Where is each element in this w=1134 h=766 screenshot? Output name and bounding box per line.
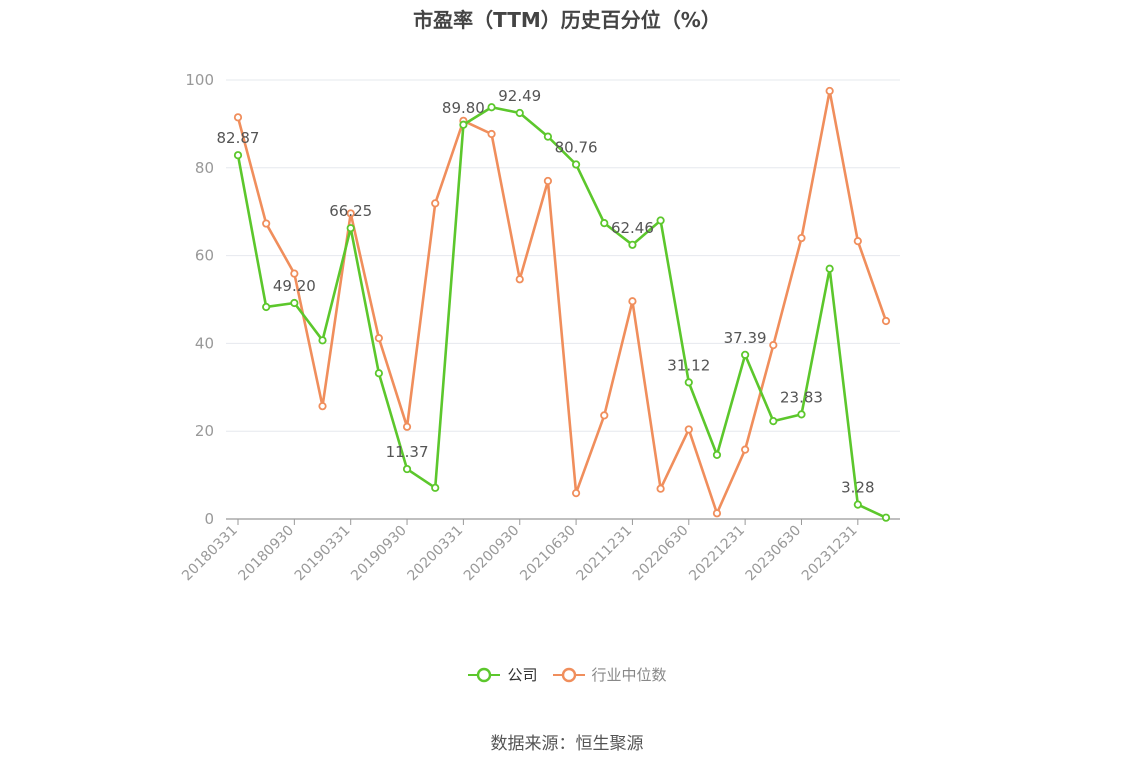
data-label-20180930: 49.20 xyxy=(273,277,316,295)
industry-point-20210930 xyxy=(600,411,609,420)
y-tick-label-80: 80 xyxy=(195,159,214,177)
x-tick-label-20210630: 20210630 xyxy=(517,523,579,585)
industry-point-20220331 xyxy=(656,484,665,493)
x-tick-label-20180930: 20180930 xyxy=(235,523,297,585)
company-point-20201231 xyxy=(543,132,553,141)
data-labels: 82.87 49.20 66.25 11.37 89.80 92.49 80.76 62.46… xyxy=(217,87,875,497)
y-tick-label-20: 20 xyxy=(195,422,214,440)
data-label-20190930: 11.37 xyxy=(386,443,429,461)
series-line-company xyxy=(236,105,887,519)
x-tick-label-20190331: 20190331 xyxy=(292,523,354,585)
y-tick-label-40: 40 xyxy=(195,334,214,352)
legend-industry-line-icon xyxy=(552,667,585,682)
data-source: 数据来源：恒生聚源 xyxy=(490,734,644,754)
industry-point-20180630 xyxy=(262,219,271,228)
company-point-20180930 xyxy=(290,298,299,308)
legend-item-company[interactable]: 公司 xyxy=(467,664,538,685)
data-label-20211231: 62.46 xyxy=(611,219,654,237)
industry-point-20200630 xyxy=(487,129,496,139)
data-label-20231231: 3.28 xyxy=(841,479,874,497)
y-tick-label-100: 100 xyxy=(185,71,214,89)
x-tick-label-20180331: 20180331 xyxy=(179,523,241,585)
industry-point-20220630 xyxy=(684,425,693,434)
axes: 0 20 40 60 80 100 2018033120180930201903312019… xyxy=(179,71,900,584)
x-tick-label-20200331: 20200331 xyxy=(405,523,467,585)
legend-label-company: 公司 xyxy=(507,666,538,684)
company-point-20220930 xyxy=(712,450,722,460)
data-label-20221231: 37.39 xyxy=(724,329,767,347)
industry-point-20230930 xyxy=(825,86,834,96)
data-label-20180331: 82.87 xyxy=(217,129,260,147)
company-point-20180331 xyxy=(233,151,243,160)
data-label-20220630: 31.12 xyxy=(667,356,710,374)
industry-point-20221231 xyxy=(741,445,750,454)
company-point-20191231 xyxy=(431,483,440,492)
company-point-20180630 xyxy=(262,302,271,312)
x-tick-label-20220630: 20220630 xyxy=(630,523,692,585)
chart-title: 市盈率（TTM）历史百分位（%） xyxy=(413,8,721,32)
industry-point-20190331 xyxy=(346,209,355,218)
company-point-20190331 xyxy=(346,224,355,233)
company-point-20200331 xyxy=(459,120,468,129)
x-tick-label-20200930: 20200930 xyxy=(461,523,523,585)
industry-point-20201231 xyxy=(543,176,553,186)
x-tick-label-20230630: 20230630 xyxy=(743,523,805,585)
company-point-20181231 xyxy=(318,336,327,345)
industry-point-20230331 xyxy=(769,341,778,350)
data-label-20200331: 89.80 xyxy=(442,99,485,117)
data-label-20200930: 92.49 xyxy=(498,87,541,105)
industry-point-20181231 xyxy=(318,402,327,411)
y-tick-label-60: 60 xyxy=(195,247,214,265)
industry-point-20240331 xyxy=(881,316,891,326)
company-point-20190930 xyxy=(402,464,412,474)
x-tick-label-20190930: 20190930 xyxy=(348,523,410,585)
company-point-20200930 xyxy=(515,108,524,118)
company-point-20221231 xyxy=(741,350,750,359)
legend-item-industry[interactable]: 行业中位数 xyxy=(552,664,667,685)
company-point-20190630 xyxy=(374,369,383,378)
industry-point-20211231 xyxy=(628,297,637,306)
company-point-20220630 xyxy=(684,378,693,387)
industry-point-20230630 xyxy=(797,233,806,243)
industry-point-20231231 xyxy=(853,237,862,246)
industry-point-20190930 xyxy=(402,422,412,431)
x-tick-label-20231231: 20231231 xyxy=(799,523,861,585)
company-point-20240331 xyxy=(881,513,891,522)
company-point-20231231 xyxy=(853,500,862,509)
company-point-20210630 xyxy=(571,160,581,169)
data-label-20190331: 66.25 xyxy=(329,202,372,220)
industry-point-20220930 xyxy=(712,509,722,518)
x-tick-label-20211231: 20211231 xyxy=(574,523,636,585)
legend: 公司 行业中位数 xyxy=(0,664,1134,685)
x-tick-label-20221231: 20221231 xyxy=(686,523,748,585)
y-tick-label-0: 0 xyxy=(204,510,214,528)
industry-point-20210630 xyxy=(571,488,581,498)
company-point-20230930 xyxy=(825,264,834,273)
company-point-20210930 xyxy=(600,219,609,228)
data-label-20230630: 23.83 xyxy=(780,388,823,406)
legend-label-industry: 行业中位数 xyxy=(591,666,667,684)
legend-company-line-icon xyxy=(468,667,501,682)
company-point-20230630 xyxy=(797,410,806,419)
data-label-20210630: 80.76 xyxy=(555,138,598,156)
company-point-20200630 xyxy=(487,103,496,112)
industry-point-20180930 xyxy=(290,269,299,278)
industry-point-20180331 xyxy=(233,113,243,122)
company-point-20220331 xyxy=(656,216,665,225)
series xyxy=(233,86,891,522)
company-point-20211231 xyxy=(628,240,637,249)
company-point-20230331 xyxy=(769,417,778,426)
industry-point-20200930 xyxy=(515,275,524,284)
industry-point-20191231 xyxy=(431,199,440,208)
industry-point-20190630 xyxy=(374,334,383,343)
